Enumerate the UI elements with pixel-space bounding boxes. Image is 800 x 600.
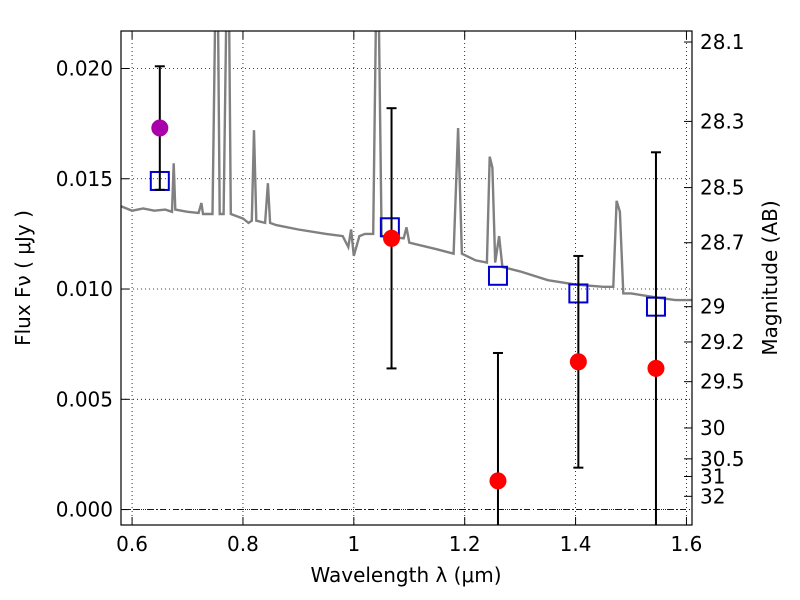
y-tick-label: 0.015 xyxy=(56,167,113,191)
right-tick-label: 28.3 xyxy=(700,109,745,133)
right-tick-label: 28.5 xyxy=(700,176,745,200)
spectrum-line xyxy=(121,31,692,302)
x-tick-label: 0.6 xyxy=(116,532,148,556)
right-tick-label: 28.7 xyxy=(700,231,745,255)
data-series xyxy=(149,65,666,525)
right-tick-label: 29.2 xyxy=(700,330,745,354)
right-tick-label: 29 xyxy=(700,295,725,319)
plot-frame xyxy=(120,30,693,526)
y-axis-title: Flux Fν ( μJy ) xyxy=(11,210,35,346)
x-tick-label: 0.8 xyxy=(227,532,259,556)
right-tick-label: 31 xyxy=(700,464,725,488)
x-tick-label: 1.4 xyxy=(560,532,592,556)
plot-background xyxy=(121,31,692,525)
x-axis-title: Wavelength λ (μm) xyxy=(310,563,501,587)
circle-marker xyxy=(151,119,169,137)
y-axis-ticks: 0.000 0.005 0.010 0.015 0.020 xyxy=(56,56,129,522)
y-tick-label: 0.010 xyxy=(56,277,113,301)
open-square-marker xyxy=(487,265,508,286)
y-tick-label: 0.000 xyxy=(56,498,113,522)
circle-marker xyxy=(383,229,401,247)
x-tick-label: 1.6 xyxy=(671,532,703,556)
right-tick-label: 28.1 xyxy=(700,30,745,54)
y-tick-label: 0.020 xyxy=(56,56,113,80)
right-axis-title: Magnitude (AB) xyxy=(758,200,782,355)
model-spectrum xyxy=(121,31,692,302)
x-tick-label: 1.2 xyxy=(449,532,481,556)
circle-marker xyxy=(647,359,665,377)
right-tick-label: 30 xyxy=(700,416,725,440)
x-axis-ticks: 0.6 0.8 1 1.2 1.4 1.6 xyxy=(116,31,702,556)
right-tick-label: 32 xyxy=(700,484,725,508)
y-tick-label: 0.005 xyxy=(56,387,113,411)
circle-marker xyxy=(569,353,587,371)
right-tick-label: 29.5 xyxy=(700,370,745,394)
right-tick-label: 30.5 xyxy=(700,447,745,471)
x-tick-label: 1 xyxy=(347,532,360,556)
circle-marker xyxy=(489,472,507,490)
